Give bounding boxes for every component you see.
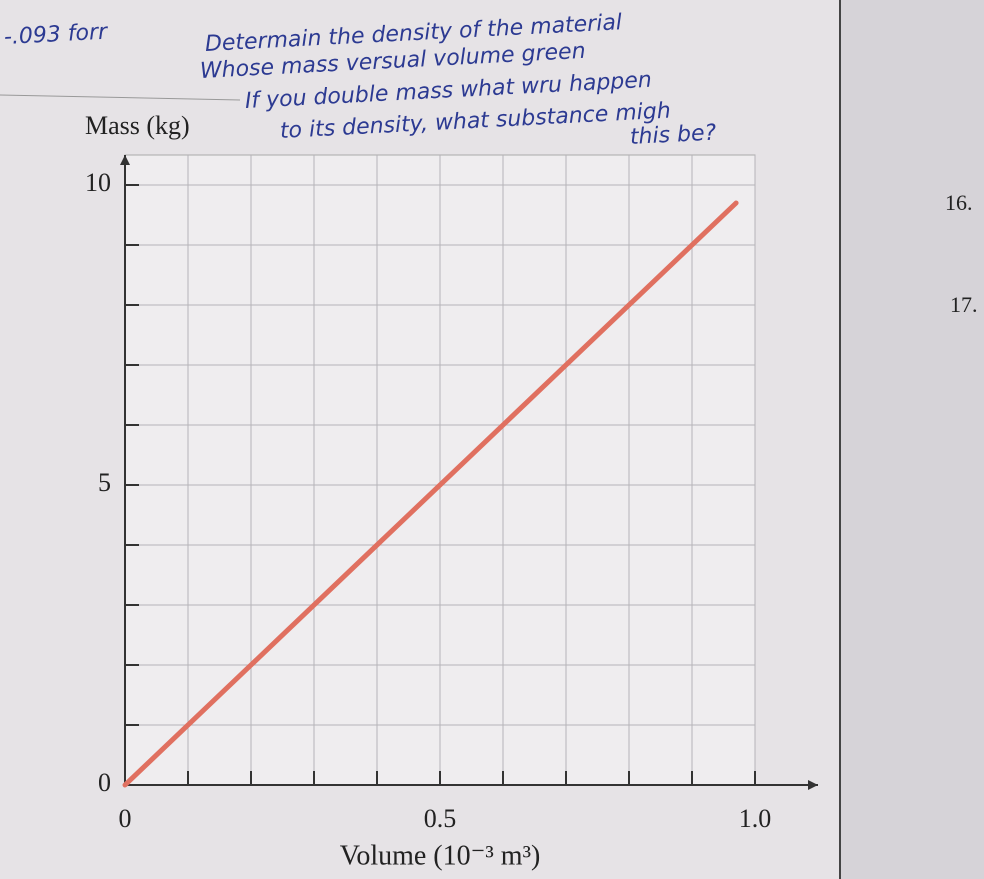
x-tick-label: 0.5 [424,804,457,833]
y-tick-label: 0 [98,768,111,797]
x-tick-label: 0 [119,804,132,833]
y-tick-label: 5 [98,468,111,497]
x-axis-label: Volume (10⁻³ m³) [340,840,541,871]
x-axis-arrow [808,780,818,790]
page-rule [0,94,241,101]
next-page [840,0,984,879]
y-axis-arrow [120,155,130,165]
question-number: 16. [945,190,973,215]
y-axis-label: Mass (kg) [85,111,190,140]
question-number: 17. [950,292,978,317]
handwritten-note: this be? [629,120,717,149]
handwritten-note: -.093 forr [3,20,109,50]
data-line [122,200,739,788]
y-tick-label: 10 [85,168,111,197]
x-tick-label: 1.0 [739,804,772,833]
